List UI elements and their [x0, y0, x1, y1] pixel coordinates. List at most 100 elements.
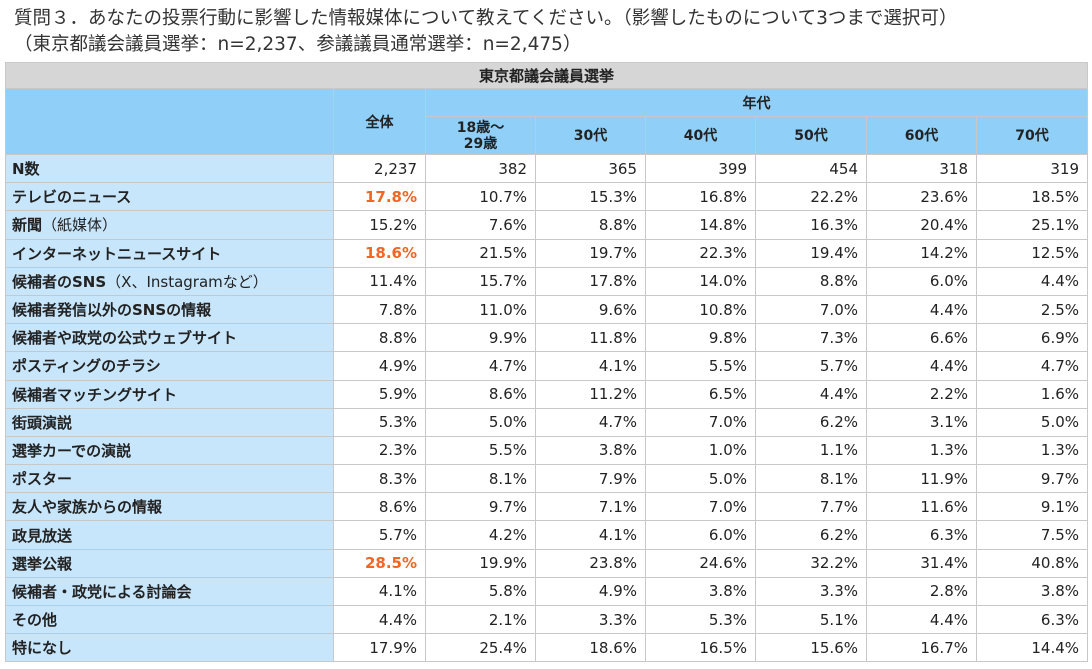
cell-total: 7.8% — [333, 294, 426, 325]
cell-total: 17.9% — [333, 633, 426, 663]
cell-age-0: 2.1% — [425, 604, 536, 635]
cell-age-0: 21.5% — [425, 238, 536, 268]
cell-age-3: 32.2% — [755, 548, 867, 578]
cell-age-3: 1.1% — [755, 435, 867, 466]
table-row: 候補者発信以外のSNSの情報 7.8% 11.0% 9.6% 10.8% 7.0% 4.4%… — [5, 294, 1089, 325]
table-row: 候補者マッチングサイト 5.9% 8.6% 11.2% 6.5% 4.4% 2.2% 1.6% — [5, 379, 1089, 409]
cell-age-3: 4.4% — [755, 379, 867, 409]
cell-age-1: 15.3% — [535, 182, 646, 212]
table-row: 特になし 17.9% 25.4% 18.6% 16.5% 15.6% 16.7% 14.4% — [5, 633, 1089, 663]
cell-age-4: 6.6% — [866, 323, 977, 353]
cell-age-1: 7.1% — [535, 492, 646, 522]
cell-age-2: 5.5% — [645, 351, 756, 381]
cell-age-2: 7.0% — [645, 492, 756, 522]
cell-age-3: 6.2% — [755, 407, 867, 437]
cell-total: 8.8% — [333, 323, 426, 353]
cell-age-5: 4.4% — [975, 266, 1089, 296]
cell-age-2: 399 — [645, 153, 756, 184]
cell-age-5: 9.7% — [975, 464, 1089, 494]
cell-age-3: 8.8% — [755, 266, 867, 296]
cell-age-5: 1.3% — [975, 435, 1089, 466]
cell-total: 2,237 — [333, 153, 426, 184]
cell-age-4: 3.1% — [866, 407, 977, 437]
cell-age-4: 31.4% — [866, 548, 977, 578]
cell-age-1: 4.7% — [535, 407, 646, 437]
header-age-4: 60代 — [866, 116, 977, 155]
cell-age-2: 3.8% — [645, 576, 756, 607]
cell-age-1: 11.8% — [535, 323, 646, 353]
table-row: N数 2,237 382 365 399 454 318 319 — [5, 153, 1089, 184]
cell-total: 15.2% — [333, 210, 426, 240]
row-label-text: 候補者のSNS — [12, 272, 107, 291]
cell-age-5: 5.0% — [975, 407, 1089, 437]
cell-age-4: 1.3% — [866, 435, 977, 466]
cell-age-2: 7.0% — [645, 407, 756, 437]
table-row: テレビのニュース 17.8% 10.7% 15.3% 16.8% 22.2% 23.6% 18… — [5, 182, 1089, 212]
cell-age-0: 4.7% — [425, 351, 536, 381]
question-title-line2: （東京都議会議員選挙：n=2,237、参議議員通常選挙：n=2,475） — [14, 34, 582, 55]
cell-age-1: 4.9% — [535, 576, 646, 607]
cell-age-1: 7.9% — [535, 464, 646, 494]
cell-age-5: 9.1% — [975, 492, 1089, 522]
cell-age-5: 6.3% — [975, 604, 1089, 635]
row-label-text: その他 — [12, 611, 58, 630]
cell-total: 4.1% — [333, 576, 426, 607]
table-row: インターネットニュースサイト 18.6% 21.5% 19.7% 22.3% 19.4% 1… — [5, 238, 1089, 268]
table-row: 街頭演説 5.3% 5.0% 4.7% 7.0% 6.2% 3.1% 5.0% — [5, 407, 1089, 437]
row-label: 友人や家族からの情報 — [5, 492, 334, 522]
results-table: 東京都議会議員選挙 全体 年代 18歳～ 29歳 30代 40代 50代 60代 70代 … — [4, 62, 1089, 663]
row-label-text: 友人や家族からの情報 — [12, 498, 163, 517]
cell-age-5: 7.5% — [975, 520, 1089, 550]
cell-age-4: 4.4% — [866, 294, 977, 325]
cell-age-3: 454 — [755, 153, 867, 184]
cell-age-5: 4.7% — [975, 351, 1089, 381]
cell-age-2: 24.6% — [645, 548, 756, 578]
cell-age-2: 6.5% — [645, 379, 756, 409]
cell-age-3: 7.0% — [755, 294, 867, 325]
cell-total: 8.3% — [333, 464, 426, 494]
cell-total: 5.3% — [333, 407, 426, 437]
cell-age-1: 17.8% — [535, 266, 646, 296]
cell-age-2: 6.0% — [645, 520, 756, 550]
row-label: 新聞（紙媒体） — [5, 210, 334, 240]
cell-age-0: 7.6% — [425, 210, 536, 240]
row-label-text: インターネットニュースサイト — [12, 244, 222, 263]
cell-age-3: 15.6% — [755, 633, 867, 663]
cell-age-3: 16.3% — [755, 210, 867, 240]
cell-age-5: 1.6% — [975, 379, 1089, 409]
table-caption: 東京都議会議員選挙 — [4, 62, 1089, 89]
row-label: N数 — [5, 153, 334, 184]
cell-age-3: 22.2% — [755, 182, 867, 212]
cell-total: 11.4% — [333, 266, 426, 296]
cell-age-2: 14.8% — [645, 210, 756, 240]
row-label-text: 選挙公報 — [12, 554, 73, 573]
cell-age-3: 7.3% — [755, 323, 867, 353]
cell-total: 5.7% — [333, 520, 426, 550]
cell-age-0: 11.0% — [425, 294, 536, 325]
row-label: 候補者のSNS（X、Instagramなど） — [5, 266, 334, 296]
cell-age-4: 6.0% — [866, 266, 977, 296]
cell-age-4: 14.2% — [866, 238, 977, 268]
cell-age-4: 4.4% — [866, 351, 977, 381]
cell-age-0: 5.5% — [425, 435, 536, 466]
cell-age-3: 5.7% — [755, 351, 867, 381]
cell-total: 5.9% — [333, 379, 426, 409]
cell-age-5: 18.5% — [975, 182, 1089, 212]
cell-age-1: 8.8% — [535, 210, 646, 240]
cell-age-0: 15.7% — [425, 266, 536, 296]
cell-age-0: 25.4% — [425, 633, 536, 663]
cell-age-1: 9.6% — [535, 294, 646, 325]
cell-age-2: 5.0% — [645, 464, 756, 494]
cell-age-0: 9.9% — [425, 323, 536, 353]
row-label: 候補者発信以外のSNSの情報 — [5, 294, 334, 325]
header-age-5: 70代 — [975, 116, 1089, 155]
row-label: 候補者や政党の公式ウェブサイト — [5, 323, 334, 353]
cell-age-0: 4.2% — [425, 520, 536, 550]
cell-age-5: 6.9% — [975, 323, 1089, 353]
row-label-text: ポスティングのチラシ — [12, 357, 161, 376]
cell-age-4: 11.9% — [866, 464, 977, 494]
row-label-text: 新聞 — [12, 216, 43, 235]
cell-age-4: 2.2% — [866, 379, 977, 409]
cell-age-5: 25.1% — [975, 210, 1089, 240]
cell-total: 8.6% — [333, 492, 426, 522]
